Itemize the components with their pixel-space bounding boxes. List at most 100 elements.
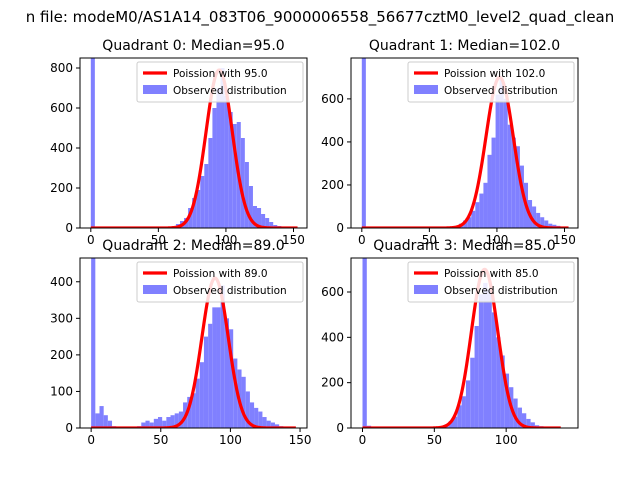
histogram-bar xyxy=(487,289,492,428)
histogram-bar xyxy=(233,358,238,428)
legend-hist-label: Observed distribution xyxy=(173,85,287,97)
histogram-bar xyxy=(495,94,500,228)
legend-box xyxy=(407,61,575,103)
histogram-bar xyxy=(507,124,512,228)
x-tick-label: 0 xyxy=(358,233,366,247)
histogram-bar xyxy=(467,217,472,228)
histogram-bar xyxy=(274,424,280,428)
histogram-bar xyxy=(463,220,468,228)
histogram-bar xyxy=(261,214,266,228)
histogram-bar xyxy=(188,208,193,228)
y-tick-label: 800 xyxy=(50,61,73,75)
x-tick-label: 0 xyxy=(87,433,95,447)
histogram-bar xyxy=(157,417,163,428)
histogram-bar xyxy=(504,373,510,428)
legend-hist-swatch xyxy=(143,285,167,294)
x-tick-label: 50 xyxy=(151,233,166,247)
histogram-bar xyxy=(270,422,275,428)
y-tick-label: 600 xyxy=(50,101,73,115)
histogram-bar xyxy=(240,138,245,228)
histogram-bar xyxy=(470,357,475,428)
histogram-bar xyxy=(511,137,516,228)
histogram-bar xyxy=(141,422,146,428)
histogram-bar xyxy=(192,198,197,228)
axes-frame xyxy=(350,57,579,229)
histogram-bar xyxy=(526,418,531,428)
x-tick-label: 150 xyxy=(289,433,312,447)
histogram-bars xyxy=(90,58,298,228)
histogram-bar xyxy=(465,380,471,428)
legend-hist-label: Observed distribution xyxy=(444,285,558,297)
histogram-bar xyxy=(475,202,480,228)
histogram-bar xyxy=(232,124,237,228)
histogram-bar xyxy=(258,411,263,428)
chart-title: Quadrant 3: Median=85.0 xyxy=(373,238,555,254)
x-tick-label: 100 xyxy=(214,233,237,247)
y-tick-label: 400 xyxy=(50,141,73,155)
histogram-bar xyxy=(536,212,541,228)
histogram-bar xyxy=(248,186,253,228)
legend-hist-swatch xyxy=(414,285,438,294)
histogram-bar xyxy=(166,417,171,428)
histogram-bar xyxy=(174,413,179,428)
poisson-fit-line xyxy=(360,75,570,228)
histogram-bar xyxy=(496,337,501,428)
histogram-bar xyxy=(548,223,553,228)
histogram-bar xyxy=(228,112,233,228)
chart-panel-1: 0 50 100 150 0 200 400 600 Quadrant 1: Median=10… xyxy=(321,38,579,247)
legend-box xyxy=(407,261,575,303)
y-tick-label: 200 xyxy=(321,178,344,192)
x-tick-label: 100 xyxy=(495,433,518,447)
y-tick-label: 400 xyxy=(321,135,344,149)
histogram-bar xyxy=(241,376,246,428)
y-tick-label: 0 xyxy=(336,221,344,235)
histogram-bar xyxy=(212,307,217,428)
poisson-fit-line xyxy=(361,267,562,428)
histogram-bar xyxy=(224,318,230,428)
histogram-bar xyxy=(532,206,537,228)
legend: Poission with 95.0 Observed distribution xyxy=(136,61,304,103)
histogram-bar xyxy=(107,420,113,428)
y-tick-label: 600 xyxy=(321,92,344,106)
histogram-bar xyxy=(203,336,209,428)
histogram-bar xyxy=(257,208,262,228)
histogram-bar xyxy=(191,393,196,428)
histogram-bar xyxy=(229,329,234,428)
histogram-bar xyxy=(204,164,209,228)
legend: Poission with 85.0 Observed distribution xyxy=(407,261,575,303)
histogram-bar xyxy=(483,182,488,228)
histogram-bar xyxy=(530,422,535,428)
x-tick-label: 100 xyxy=(219,433,242,447)
y-tick-label: 0 xyxy=(65,221,73,235)
histogram-bar xyxy=(457,405,462,428)
legend-hist-label: Observed distribution xyxy=(173,285,287,297)
x-tick-label: 50 xyxy=(153,433,168,447)
x-tick-label: 150 xyxy=(282,233,305,247)
histogram-bar xyxy=(361,58,366,228)
histogram-bar xyxy=(513,398,518,428)
x-tick-label: 100 xyxy=(485,233,508,247)
histogram-bar xyxy=(170,415,175,428)
legend-hist-swatch xyxy=(143,85,167,94)
histogram-bar xyxy=(269,222,274,228)
histogram-bar xyxy=(500,355,505,428)
histogram-bar xyxy=(521,413,527,428)
histogram-bar xyxy=(200,176,205,228)
histogram-bar xyxy=(487,154,492,228)
histogram-bar xyxy=(220,285,225,428)
legend-fit-label: Poission with 102.0 xyxy=(444,68,545,80)
histogram-bar xyxy=(145,420,150,428)
legend-fit-label: Poission with 89.0 xyxy=(173,268,268,280)
histogram-bar xyxy=(453,416,458,428)
chart-title: Quadrant 0: Median=95.0 xyxy=(102,38,284,54)
histogram-bar xyxy=(199,362,204,428)
legend-hist-swatch xyxy=(414,85,438,94)
legend-fit-label: Poission with 95.0 xyxy=(173,68,268,80)
axes-frame xyxy=(79,57,308,229)
histogram-bar xyxy=(265,218,270,228)
legend: Poission with 102.0 Observed distribution xyxy=(407,61,575,103)
histogram-bar xyxy=(491,137,496,228)
histogram-bar xyxy=(448,421,454,428)
chart-title: Quadrant 2: Median=89.0 xyxy=(102,238,284,254)
